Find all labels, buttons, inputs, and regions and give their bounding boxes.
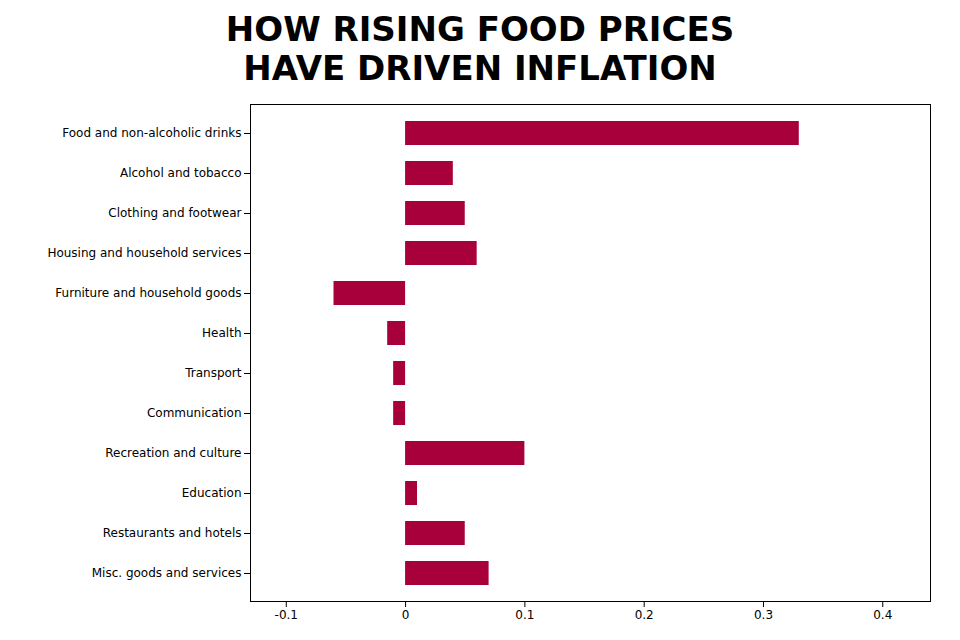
svg-text:Communication: Communication xyxy=(147,407,242,421)
svg-text:Restaurants and hotels: Restaurants and hotels xyxy=(103,527,242,541)
svg-text:0.4: 0.4 xyxy=(873,608,892,622)
svg-text:Food and non-alcoholic drinks: Food and non-alcoholic drinks xyxy=(62,127,241,141)
svg-text:Misc. goods and services: Misc. goods and services xyxy=(92,567,242,581)
svg-text:-0.1: -0.1 xyxy=(275,608,298,622)
svg-text:0.3: 0.3 xyxy=(754,608,773,622)
svg-text:Recreation and culture: Recreation and culture xyxy=(105,447,241,461)
svg-text:0.1: 0.1 xyxy=(515,608,534,622)
svg-text:Transport: Transport xyxy=(184,367,242,381)
svg-text:Alcohol and tobacco: Alcohol and tobacco xyxy=(120,167,242,181)
svg-text:Housing and household services: Housing and household services xyxy=(47,247,241,261)
html-text:HOW RISING FOOD PRICES HAVE DR: HOW RISING FOOD PRICES HAVE DRIVEN INFLA… xyxy=(225,9,735,89)
svg-text:Clothing and footwear: Clothing and footwear xyxy=(108,207,241,221)
svg-text:0: 0 xyxy=(402,608,410,622)
svg-text:0.2: 0.2 xyxy=(635,608,654,622)
svg-text:Education: Education xyxy=(182,487,242,501)
svg-text:Furniture and household goods: Furniture and household goods xyxy=(55,287,241,301)
svg-text:Health: Health xyxy=(202,327,241,341)
